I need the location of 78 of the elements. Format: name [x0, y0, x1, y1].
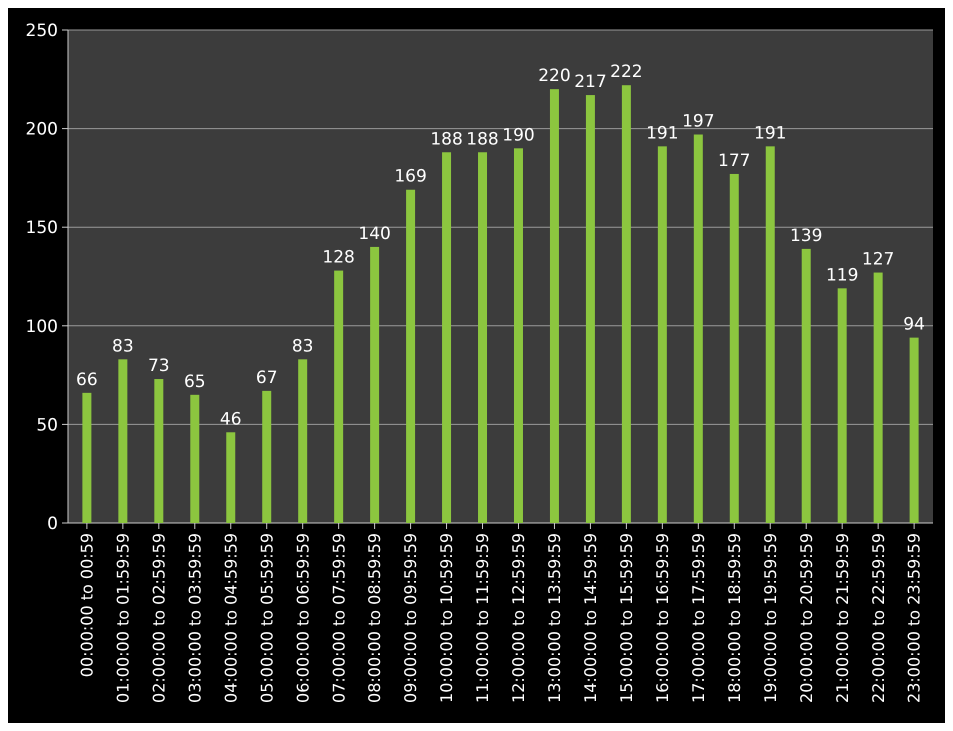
x-tick-label: 07:00:00 to 07:59:59	[329, 533, 348, 703]
x-tick-label: 00:00:00 to 00:59	[77, 533, 96, 678]
x-tick-label: 08:00:00 to 08:59:59	[365, 533, 384, 703]
data-label: 46	[220, 409, 242, 430]
data-label: 83	[112, 336, 134, 356]
data-label: 222	[610, 62, 643, 82]
bar	[514, 148, 523, 523]
data-label: 188	[466, 129, 499, 150]
x-tick-label: 02:00:00 to 02:59:59	[149, 533, 168, 703]
x-tick-label: 11:00:00 to 11:59:59	[473, 533, 492, 703]
x-tick-label: 21:00:00 to 21:59:59	[832, 533, 852, 703]
x-tick-label: 16:00:00 to 16:59:59	[652, 533, 672, 703]
bar	[658, 146, 667, 523]
bar	[262, 390, 272, 523]
data-label: 177	[718, 150, 751, 171]
x-tick-label: 17:00:00 to 17:59:59	[688, 533, 708, 703]
bar	[838, 288, 847, 523]
bar	[334, 270, 344, 523]
x-tick-label: 06:00:00 to 06:59:59	[293, 533, 312, 703]
bar	[118, 359, 128, 523]
data-label: 94	[903, 314, 925, 335]
x-tick-label: 01:00:00 to 01:59:59	[113, 533, 132, 703]
x-tick-label: 15:00:00 to 15:59:59	[616, 533, 636, 703]
bar	[154, 379, 164, 523]
bar	[190, 394, 200, 523]
bar	[82, 392, 92, 523]
x-tick-label: 10:00:00 to 10:59:59	[437, 533, 456, 703]
data-label: 119	[826, 265, 858, 286]
x-tick-label: 22:00:00 to 22:59:59	[868, 533, 888, 703]
bar	[550, 89, 559, 523]
bar	[370, 246, 380, 523]
x-tick-label: 20:00:00 to 20:59:59	[796, 533, 816, 703]
data-label: 73	[148, 356, 170, 376]
data-label: 188	[430, 129, 463, 150]
x-tick-label: 18:00:00 to 18:59:59	[724, 533, 744, 703]
y-tick-label: 100	[26, 316, 58, 337]
x-tick-label: 14:00:00 to 14:59:59	[581, 533, 600, 703]
bar	[298, 359, 308, 523]
bar	[622, 85, 631, 523]
bar	[442, 152, 452, 523]
bar	[406, 190, 416, 523]
data-label: 197	[682, 112, 715, 132]
bar	[694, 134, 703, 523]
bar	[586, 95, 595, 523]
data-label: 191	[754, 123, 786, 144]
x-tick-label: 12:00:00 to 12:59:59	[509, 533, 528, 703]
y-tick-label: 0	[47, 514, 58, 534]
data-label: 83	[292, 336, 314, 356]
data-label: 190	[502, 125, 535, 146]
data-label: 128	[322, 248, 355, 268]
x-tick-label: 05:00:00 to 05:59:59	[257, 533, 276, 703]
data-label: 139	[790, 226, 822, 246]
y-tick-label: 50	[36, 415, 58, 436]
data-label: 191	[646, 123, 679, 144]
bar	[766, 146, 775, 523]
data-label: 127	[862, 250, 894, 270]
bar	[226, 432, 236, 523]
data-label: 65	[184, 372, 206, 392]
x-tick-label: 04:00:00 to 04:59:59	[221, 533, 240, 703]
data-label: 140	[358, 224, 391, 244]
x-tick-label: 09:00:00 to 09:59:59	[401, 533, 420, 703]
y-tick-label: 200	[26, 120, 58, 140]
bar	[802, 248, 811, 523]
data-label: 220	[538, 66, 571, 86]
data-label: 67	[256, 368, 278, 388]
bar	[910, 338, 919, 523]
x-tick-label: 03:00:00 to 03:59:59	[185, 533, 204, 703]
bar	[478, 152, 488, 523]
x-tick-label: 23:00:00 to 23:59:59	[904, 533, 924, 703]
x-tick-label: 13:00:00 to 13:59:59	[545, 533, 564, 703]
bar	[730, 174, 739, 523]
y-tick-label: 150	[26, 218, 58, 238]
x-tick-label: 19:00:00 to 19:59:59	[760, 533, 780, 703]
bar	[874, 272, 883, 523]
data-label: 169	[394, 166, 427, 187]
data-label: 217	[574, 72, 607, 92]
data-label: 66	[76, 370, 98, 390]
y-tick-label: 250	[26, 20, 58, 41]
